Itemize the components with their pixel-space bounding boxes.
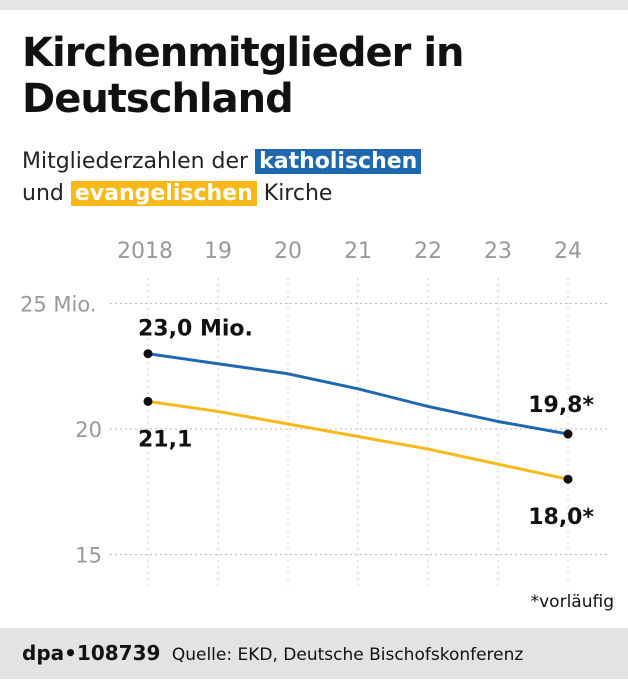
footer: dpa•108739 Quelle: EKD, Deutsche Bischof…	[0, 628, 628, 679]
data-label: 18,0*	[528, 505, 594, 530]
data-label: 23,0 Mio.	[138, 317, 253, 342]
x-tick-label: 19	[204, 239, 232, 264]
x-tick-label: 23	[484, 239, 512, 264]
x-tick-label: 20	[274, 239, 302, 264]
agency-logo: dpa•108739	[22, 641, 161, 665]
chart-subtitle: Mitgliederzahlen der katholischen und ev…	[22, 146, 422, 210]
footnote: *vorläufig	[530, 592, 614, 612]
subtitle-text: und	[22, 181, 64, 206]
source: Quelle: EKD, Deutsche Bischofskonferenz	[171, 645, 524, 665]
data-point	[143, 349, 153, 359]
chart-title: Kirchenmitglieder in Deutschland	[22, 30, 465, 122]
y-tick-label: 20	[75, 418, 102, 442]
data-point	[143, 396, 153, 406]
x-tick-label: 24	[554, 239, 582, 264]
top-bar	[0, 0, 628, 10]
data-point	[563, 474, 573, 484]
y-tick-label: 15	[75, 544, 102, 568]
series-line	[147, 399, 569, 481]
y-tick-label: 25 Mio.	[20, 293, 97, 317]
data-point	[563, 429, 573, 439]
series-line	[147, 352, 569, 436]
data-label: 21,1	[138, 427, 192, 452]
subtitle-text: Mitgliederzahlen der	[22, 149, 249, 174]
x-tick-label: 22	[414, 239, 442, 264]
legend-evangelisch: evangelischen	[70, 181, 257, 206]
x-tick-label: 2018	[117, 239, 173, 264]
legend-katholisch: katholischen	[255, 149, 422, 174]
subtitle-text: Kirche	[263, 181, 333, 206]
data-label: 19,8*	[528, 393, 594, 418]
x-tick-label: 21	[344, 239, 372, 264]
line-chart: 2018 19 20 21 22 23 24 25 Mio. 20 15 23,0 Mio. 19,8…	[20, 239, 608, 585]
